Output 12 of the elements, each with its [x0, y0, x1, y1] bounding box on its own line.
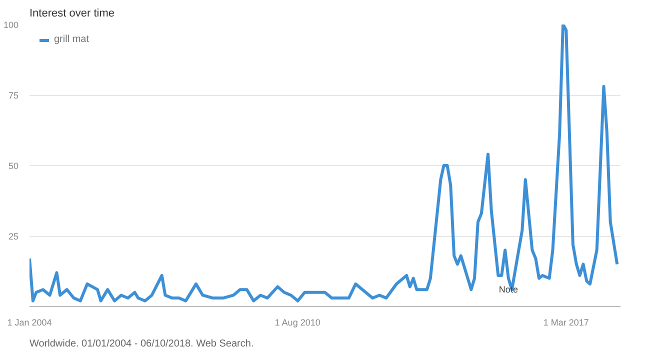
annotation: Note	[498, 284, 518, 295]
line-series	[30, 24, 619, 302]
y-tick-label: 75	[8, 90, 19, 100]
x-tick-label: 1 Mar 2017	[543, 318, 589, 328]
chart-title: Interest over time	[30, 8, 114, 20]
legend-label: grill mat	[54, 34, 90, 45]
text: Worldwide. 01/01/2004 - 06/10/2018. Web Search.	[30, 338, 254, 350]
x-tick-label: 1 Aug 2010	[274, 318, 320, 328]
y-tick-label: 50	[8, 161, 19, 171]
x-tick-label: 1 Jan 2004	[7, 318, 52, 328]
y-tick-label: 25	[8, 232, 19, 242]
y-tick-label: 100	[3, 20, 19, 30]
